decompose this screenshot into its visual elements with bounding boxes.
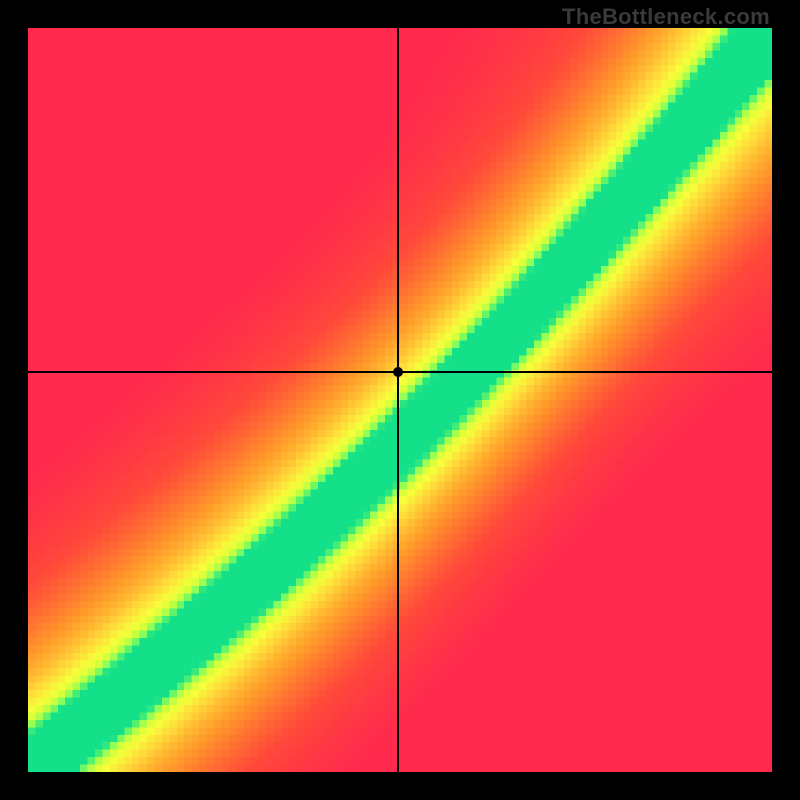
- data-point-marker: [393, 367, 403, 377]
- heatmap-plot-area: [28, 28, 772, 772]
- watermark-text: TheBottleneck.com: [562, 4, 770, 30]
- chart-container: TheBottleneck.com: [0, 0, 800, 800]
- crosshair-vertical: [397, 28, 399, 772]
- heatmap-canvas: [28, 28, 772, 772]
